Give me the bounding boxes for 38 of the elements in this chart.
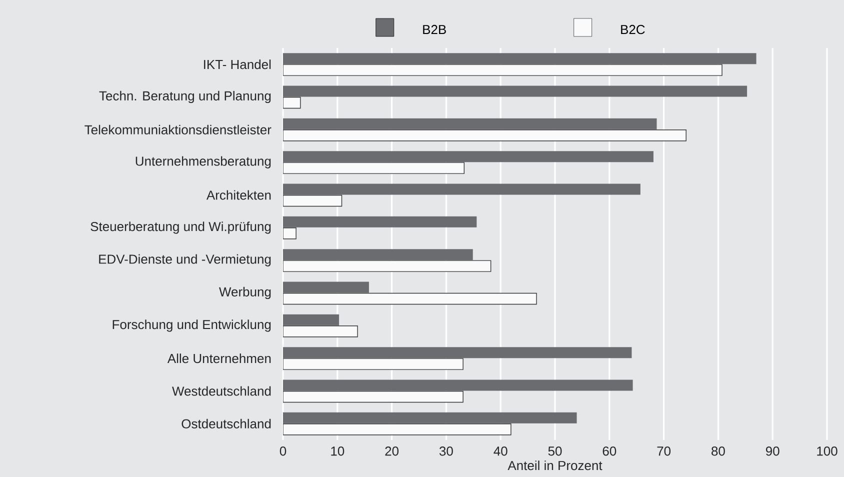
y-tick-label: Ostdeutschland	[182, 418, 271, 428]
x-tick-label: 90	[766, 446, 780, 456]
bar	[283, 314, 340, 326]
y-tick-label: Techn. Beratung und Planung	[99, 90, 271, 104]
y-tick-label: Westdeutschland	[172, 386, 271, 396]
y-tick-label: Architekten	[206, 190, 271, 200]
x-tick-label: 40	[494, 446, 508, 456]
y-tick-label: Telekommuniaktionsdienstleister	[84, 124, 272, 134]
y-tick-label: Steuerberatung und Wi.prüfung	[90, 222, 271, 234]
x-tick-label: 0	[280, 446, 286, 456]
bar	[283, 53, 756, 64]
legend-label: B2C	[621, 24, 645, 34]
x-tick-label: 10	[331, 446, 344, 456]
bar	[283, 412, 577, 424]
x-tick-label: 60	[602, 446, 616, 456]
y-tick-label: Werbung	[219, 286, 271, 300]
y-tick-label: Alle Unternehmen	[167, 354, 271, 364]
y-tick-label: EDV-Dienste und -Vermietung	[99, 254, 271, 266]
x-tick-label: 70	[657, 446, 671, 456]
bar	[283, 151, 654, 162]
bar	[283, 86, 748, 97]
x-tick-label: 30	[439, 446, 453, 456]
y-tick-label: IKT- Handel	[204, 60, 271, 70]
legend-label: B2B	[423, 24, 446, 34]
y-tick-label: Forschung und Entwicklung	[112, 320, 271, 332]
bar	[283, 118, 657, 130]
bar	[283, 282, 369, 293]
y-tick-label: Unternehmensberatung	[136, 156, 271, 168]
x-tick-label: 20	[385, 446, 399, 456]
bar	[283, 347, 632, 358]
x-axis-title: Anteil in Prozent	[508, 460, 602, 470]
bar	[283, 249, 473, 260]
bar	[283, 184, 640, 195]
x-tick-label: 50	[548, 446, 562, 456]
bar	[283, 216, 477, 228]
x-tick-label: 100	[817, 446, 838, 456]
x-tick-label: 80	[712, 446, 725, 456]
bar	[283, 380, 633, 391]
